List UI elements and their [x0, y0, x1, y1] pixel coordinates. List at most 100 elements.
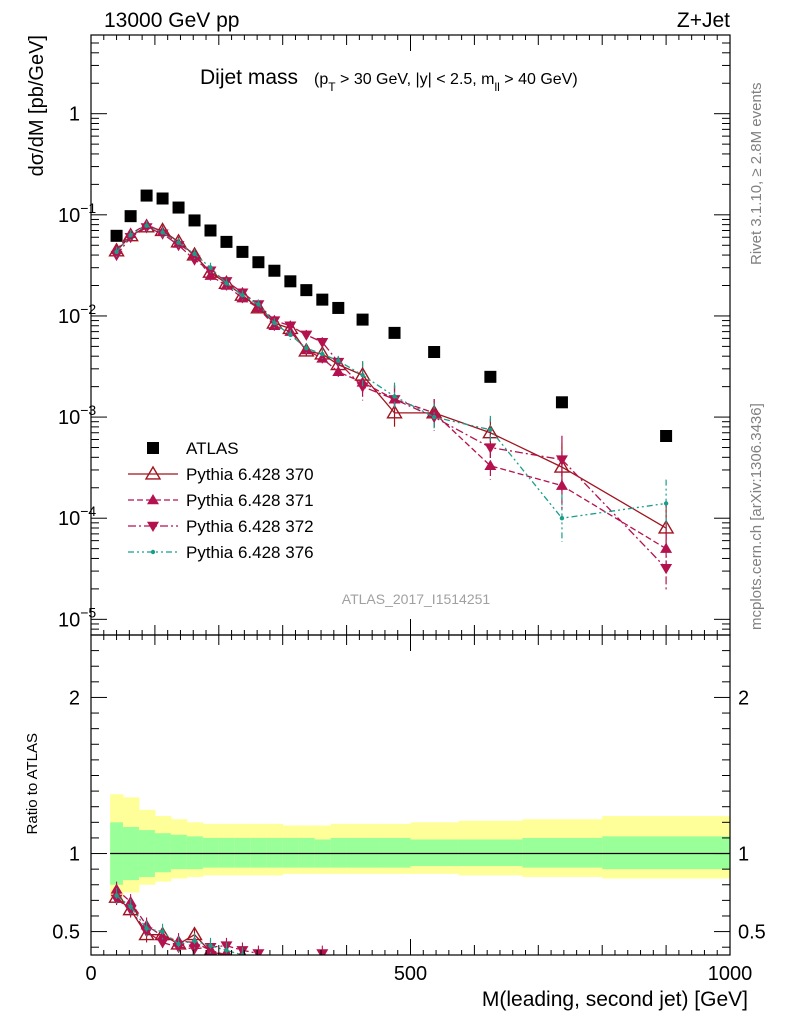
ratio-point [483, 971, 497, 983]
ratio-point [427, 971, 441, 983]
data-point [204, 224, 217, 237]
ratio-line [116, 895, 244, 955]
data-point [555, 479, 568, 490]
data-point [657, 519, 675, 534]
data-point [224, 281, 229, 286]
data-point [140, 189, 153, 202]
ratio-green-band [282, 837, 300, 868]
ratio-point [114, 893, 119, 898]
ratio-point [224, 948, 229, 953]
data-point [484, 370, 497, 383]
ratio-point [488, 976, 492, 980]
ratio-point [316, 961, 328, 971]
rivet-label: Rivet 3.1.10, ≥ 2.8M events [748, 83, 765, 266]
ratio-green-band [458, 839, 523, 867]
ratio-tick-label-left: 1 [69, 844, 80, 866]
ratio-series-4 [114, 887, 492, 980]
ratio-point [192, 938, 197, 944]
legend: ATLAS Pythia 6.428 370 Pythia 6.428 371 Pyt… [128, 439, 314, 562]
ratio-green-band [410, 839, 459, 867]
legend-entry-1: Pythia 6.428 370 [128, 465, 314, 484]
data-point [124, 210, 137, 223]
data-point [316, 352, 329, 363]
ratio-point [360, 968, 364, 972]
data-point [128, 232, 133, 238]
series-3 [110, 222, 673, 593]
ratio-point [428, 974, 440, 984]
ratio-point [110, 894, 123, 905]
data-point [428, 346, 441, 359]
x-axis-label: M(leading, second jet) [GeV] [482, 988, 748, 1011]
legend-label: Pythia 6.428 371 [186, 491, 314, 510]
legend-label: Pythia 6.428 370 [186, 465, 314, 484]
ratio-point [660, 974, 672, 984]
data-point [392, 394, 397, 399]
ratio-point [356, 962, 370, 974]
ratio-tick-label-left: 0.5 [52, 922, 80, 944]
ratio-point [332, 963, 344, 973]
ratio-tick-label-right: 1 [738, 844, 749, 866]
chart-subtitle-text: (pT > 30 GeV, |y| < 2.5, mll > 40 GeV) [314, 71, 578, 94]
ratio-tick-label-right: 0.5 [738, 922, 766, 944]
ratio-point [299, 960, 313, 972]
data-point [268, 264, 281, 277]
data-point [288, 332, 293, 338]
legend-entry-3: Pythia 6.428 372 [128, 517, 314, 536]
data-point [555, 396, 568, 409]
ratio-point [124, 905, 137, 916]
data-point [356, 382, 369, 393]
ratio-point [188, 944, 201, 955]
legend-label: Pythia 6.428 376 [186, 543, 314, 562]
data-point [110, 229, 123, 242]
y-axis-label: dσ/dM [pb/GeV] [26, 35, 48, 176]
axes: 0 500 1000 10−5 10−4 10−3 10−2 10−1 1 0.5 0.5 1 1 2 2 [52, 34, 766, 985]
ratio-point [252, 957, 264, 967]
ratio-point [290, 954, 291, 955]
beam-label: 13000 GeV pp [104, 9, 239, 32]
x-tick-label: 500 [394, 963, 427, 985]
ratio-tick-label-right: 2 [738, 687, 749, 709]
ratio-point [320, 965, 324, 969]
data-point [663, 501, 669, 506]
data-point [484, 459, 497, 470]
legend-label: ATLAS [186, 439, 239, 458]
ratio-point [300, 961, 312, 971]
ratio-point [156, 938, 169, 949]
data-point [272, 320, 277, 326]
ratio-point [484, 972, 496, 982]
data-point [160, 230, 165, 235]
ratio-point [172, 942, 185, 954]
ratio-point [357, 965, 369, 975]
data-point [256, 302, 261, 307]
ratio-green-band [602, 836, 730, 870]
data-point [188, 214, 201, 227]
legend-marker [147, 442, 159, 454]
ratio-point [272, 961, 276, 965]
data-point [156, 229, 169, 240]
data-point [300, 330, 313, 341]
ratio-axis-label: Ratio to ATLAS [24, 733, 41, 834]
data-point [140, 223, 153, 234]
data-point [386, 404, 403, 419]
data-point [172, 201, 185, 214]
ratio-green-band [346, 837, 380, 868]
y-tick-label: 1 [69, 104, 80, 126]
data-point [316, 293, 329, 306]
data-point [114, 249, 119, 255]
ratio-uncertainty-bands [110, 794, 730, 898]
data-point [220, 235, 233, 248]
data-point [332, 301, 345, 314]
legend-entry-4: Pythia 6.428 376 [128, 543, 314, 562]
ratio-line [116, 888, 230, 955]
data-point [156, 192, 169, 205]
legend-marker [147, 494, 159, 505]
ratio-point [556, 972, 568, 982]
x-tick-label: 0 [85, 963, 96, 985]
data-point [204, 266, 217, 277]
y-tick-label: 10−5 [58, 604, 96, 631]
ratio-point [160, 929, 165, 934]
ratio-green-band [202, 837, 220, 868]
ratio-point [331, 960, 345, 972]
ratio-point [284, 958, 296, 968]
